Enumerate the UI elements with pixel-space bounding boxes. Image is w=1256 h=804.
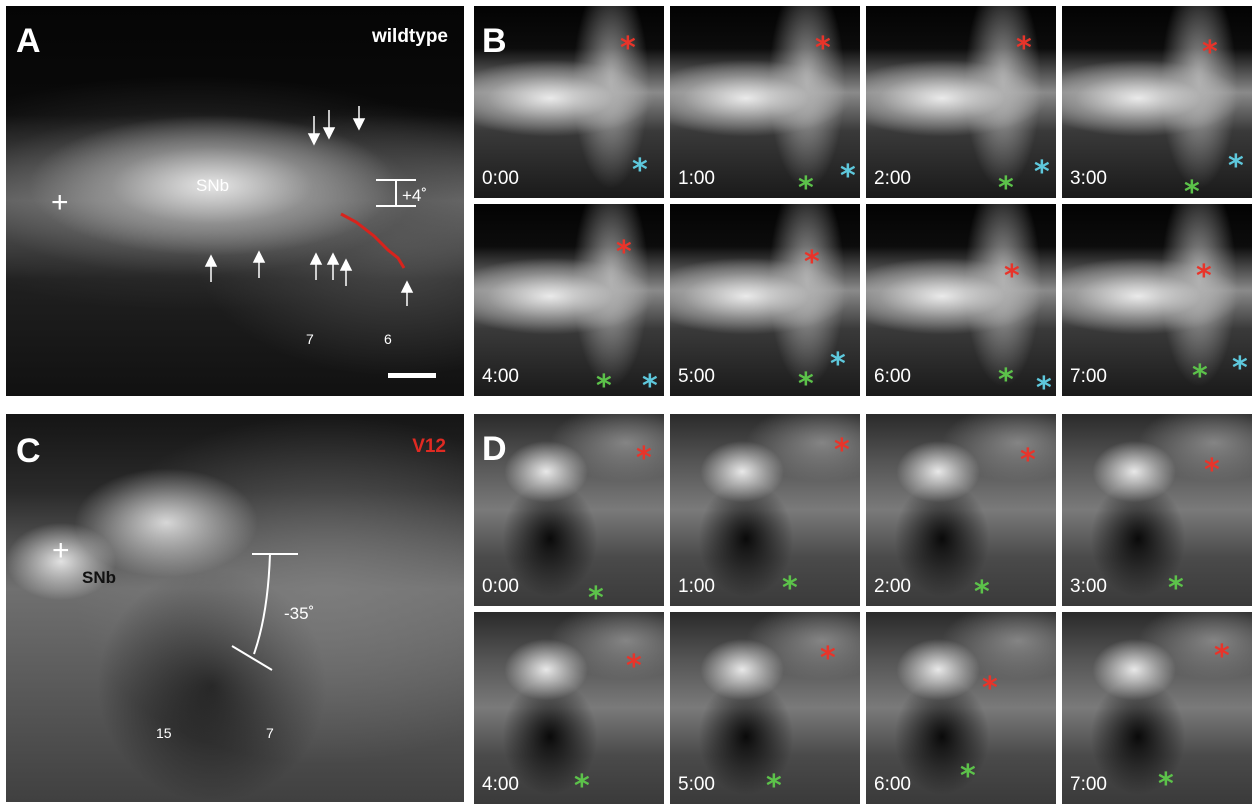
red-star: * — [804, 245, 820, 280]
frame-time: 0:00 — [482, 576, 519, 597]
muscle-15-label: 15 — [156, 725, 172, 741]
green-star: * — [998, 171, 1014, 199]
panel-d-frame: * * 4:00 — [474, 612, 664, 804]
frame-time: 0:00 — [482, 168, 519, 189]
plus-marker: + — [52, 534, 70, 567]
panel-a-letter: A — [16, 22, 41, 60]
panel-c-letter: C — [16, 432, 41, 470]
panel-d-frame: * * 5:00 — [670, 612, 860, 804]
red-star: * — [982, 671, 998, 706]
red-star: * — [626, 649, 642, 684]
frame-time: 5:00 — [678, 366, 715, 387]
frame-time: 3:00 — [1070, 168, 1107, 189]
panel-c-annotations — [231, 553, 298, 671]
red-star: * — [1020, 443, 1036, 478]
panel-b-frame: * * * 7:00 — [1062, 204, 1252, 396]
frame-time: 6:00 — [874, 774, 911, 795]
panel-a-image: A wildtype SNb + +4˚ 7 6 — [6, 6, 464, 396]
green-star: * — [998, 363, 1014, 396]
red-star: * — [1196, 259, 1212, 294]
frame-time: 3:00 — [1070, 576, 1107, 597]
frame-time: 1:00 — [678, 576, 715, 597]
green-star: * — [798, 171, 814, 199]
green-star: * — [1184, 175, 1200, 199]
panel-b-frame: * * * 3:00 — [1062, 6, 1252, 198]
plus-marker: + — [51, 186, 69, 219]
frame-time: 4:00 — [482, 774, 519, 795]
condition-label: V12 — [412, 436, 446, 457]
panel-d-frame: * * 3:00 — [1062, 414, 1252, 606]
green-star: * — [588, 581, 604, 607]
red-star: * — [1004, 259, 1020, 294]
frame-time: 1:00 — [678, 168, 715, 189]
condition-label: wildtype — [371, 26, 448, 47]
green-star: * — [1192, 359, 1208, 394]
red-star: * — [620, 31, 636, 66]
frame-time: 2:00 — [874, 168, 911, 189]
red-star: * — [616, 235, 632, 270]
nerve-label: SNb — [196, 176, 230, 195]
red-star: * — [820, 641, 836, 676]
green-star: * — [960, 759, 976, 794]
muscle-7-label: 7 — [266, 725, 274, 741]
angle-label: -35˚ — [284, 604, 315, 623]
green-star: * — [1158, 767, 1174, 802]
blue-star: * — [1034, 155, 1050, 190]
panel-d-frame: * * 7:00 — [1062, 612, 1252, 804]
green-star: * — [596, 369, 612, 397]
green-star: * — [782, 571, 798, 606]
frame-time: 2:00 — [874, 576, 911, 597]
blue-star: * — [632, 153, 648, 188]
panel-d-frame: D * * 0:00 — [474, 414, 664, 606]
red-star: * — [1016, 31, 1032, 66]
blue-star: * — [1228, 149, 1244, 184]
panel-a-annotations — [204, 106, 436, 378]
red-star: * — [636, 441, 652, 476]
frame-time: 5:00 — [678, 774, 715, 795]
panel-d-frame: * * 1:00 — [670, 414, 860, 606]
green-star: * — [766, 769, 782, 804]
green-star: * — [974, 575, 990, 607]
panel-b-frame: B * * 0:00 — [474, 6, 664, 198]
red-star: * — [1214, 639, 1230, 674]
red-star: * — [815, 31, 831, 66]
red-star: * — [834, 433, 850, 468]
panel-b-letter: B — [482, 22, 507, 60]
panel-c-image: C V12 + SNb -35˚ 15 7 — [6, 414, 464, 802]
blue-star: * — [1036, 371, 1052, 397]
panel-b-frame: * * * 6:00 — [866, 204, 1056, 396]
panel-b-frame: * * * 4:00 — [474, 204, 664, 396]
panel-d-letter: D — [482, 430, 507, 468]
panel-d-frame: * * 2:00 — [866, 414, 1056, 606]
blue-star: * — [1232, 351, 1248, 386]
frame-time: 7:00 — [1070, 774, 1107, 795]
red-star: * — [1204, 453, 1220, 488]
angle-label: +4˚ — [402, 186, 428, 205]
green-star: * — [798, 367, 814, 397]
blue-star: * — [830, 347, 846, 382]
red-star: * — [1202, 35, 1218, 70]
frame-time: 6:00 — [874, 366, 911, 387]
blue-star: * — [840, 159, 856, 194]
panel-b-frame: * * * 2:00 — [866, 6, 1056, 198]
panel-b-frame: * * * 5:00 — [670, 204, 860, 396]
frame-time: 7:00 — [1070, 366, 1107, 387]
muscle-6-label: 6 — [384, 331, 392, 347]
green-star: * — [1168, 571, 1184, 606]
frame-time: 4:00 — [482, 366, 519, 387]
panel-b-frame: * * * 1:00 — [670, 6, 860, 198]
blue-star: * — [642, 369, 658, 397]
panel-d-frame: * * 6:00 — [866, 612, 1056, 804]
nerve-label: SNb — [82, 568, 116, 587]
green-star: * — [574, 769, 590, 804]
muscle-7-label: 7 — [306, 331, 314, 347]
